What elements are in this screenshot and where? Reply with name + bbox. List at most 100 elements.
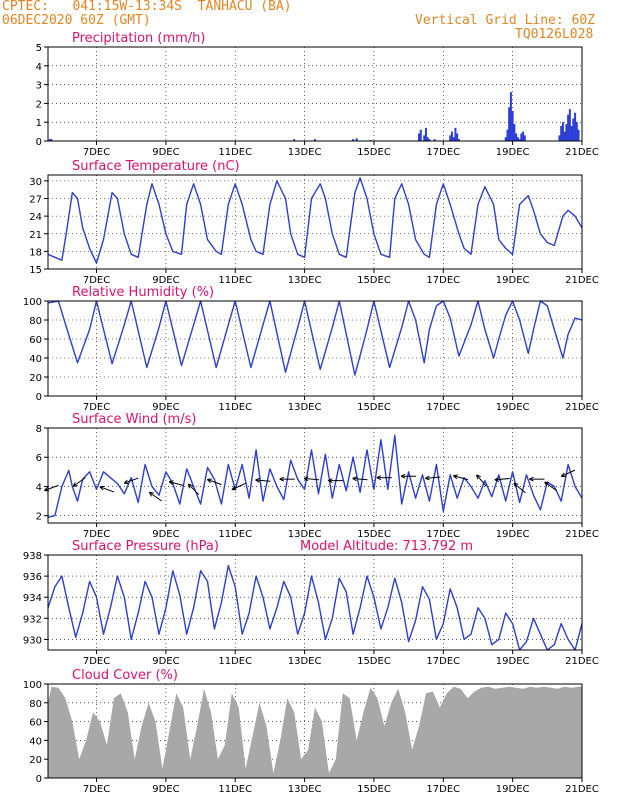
y-tick-label: 40 xyxy=(29,736,42,747)
wind-arrow-head xyxy=(188,483,193,487)
cloud-cover-area xyxy=(48,686,582,778)
precip-bar xyxy=(457,139,460,141)
rh-line xyxy=(47,300,583,376)
wind-arrow-head xyxy=(44,486,48,491)
x-tick-label: 7DEC xyxy=(83,656,110,667)
wind-arrow xyxy=(544,481,558,492)
wind-arrow xyxy=(231,482,246,491)
precip-bar xyxy=(560,125,563,141)
wind-title: Surface Wind (m/s) xyxy=(72,412,196,427)
x-tick-label: 13DEC xyxy=(288,529,322,540)
wind-arrow-head xyxy=(148,492,152,497)
y-tick-label: 24 xyxy=(29,212,42,223)
y-tick-label: 100 xyxy=(23,680,42,691)
wind-arrow-head xyxy=(303,478,309,482)
wind-arrow-head xyxy=(328,478,333,482)
y-tick-label: 4 xyxy=(36,62,42,73)
wind-arrow xyxy=(168,481,184,486)
x-tick-label: 19DEC xyxy=(496,275,530,286)
x-tick-label: 7DEC xyxy=(83,402,110,413)
x-tick-label: 11DEC xyxy=(218,275,252,286)
precip-bar xyxy=(516,137,519,141)
y-tick-label: 20 xyxy=(29,755,42,766)
x-tick-label: 15DEC xyxy=(357,529,391,540)
rh-title: Relative Humidity (%) xyxy=(72,285,214,300)
precip-bar xyxy=(508,107,511,141)
precip-bar xyxy=(558,135,561,141)
wind-arrow xyxy=(453,475,469,481)
precip-bar xyxy=(450,131,453,141)
x-tick-label: 11DEC xyxy=(218,656,252,667)
x-tick-label: 13DEC xyxy=(288,147,322,158)
precip-bar xyxy=(575,122,578,141)
temp-frame xyxy=(47,174,583,270)
wind-arrow-head xyxy=(123,479,128,484)
wind-arrow-head xyxy=(494,477,499,481)
x-tick-label: 19DEC xyxy=(496,784,530,795)
x-tick-label: 21DEC xyxy=(565,402,599,413)
precip-bar xyxy=(424,127,427,141)
y-tick-label: 938 xyxy=(23,551,42,562)
x-tick-label: 11DEC xyxy=(218,784,252,795)
wind-arrow-head xyxy=(231,485,236,490)
x-tick-label: 19DEC xyxy=(496,402,530,413)
wind-frame xyxy=(47,427,583,524)
precip-bar xyxy=(561,122,564,141)
x-tick-label: 21DEC xyxy=(565,147,599,158)
y-tick-label: 21 xyxy=(29,230,42,241)
precip-bar xyxy=(565,124,568,141)
x-tick-label: 17DEC xyxy=(426,147,460,158)
precip-panel xyxy=(44,46,583,145)
precip-bar xyxy=(426,137,429,141)
y-tick-label: 20 xyxy=(29,373,42,384)
precip-bar xyxy=(522,131,525,141)
y-tick-label: 0 xyxy=(36,774,42,785)
wind-arrow-head xyxy=(352,478,357,482)
x-tick-label: 17DEC xyxy=(426,275,460,286)
x-tick-label: 9DEC xyxy=(152,784,179,795)
precip-bar xyxy=(456,133,459,141)
precip-bar xyxy=(520,133,523,141)
precip-bar xyxy=(48,139,51,141)
y-tick-label: 15 xyxy=(29,265,42,276)
wind-line xyxy=(47,434,583,518)
x-tick-label: 11DEC xyxy=(218,402,252,413)
wind-arrow-head xyxy=(279,478,285,482)
x-tick-label: 21DEC xyxy=(565,656,599,667)
temp-line xyxy=(47,177,583,264)
precip-bar xyxy=(574,112,577,141)
y-tick-label: 60 xyxy=(29,718,42,729)
x-tick-label: 7DEC xyxy=(83,275,110,286)
precip-bar xyxy=(454,127,457,141)
wind-arrow xyxy=(494,478,510,481)
y-tick-label: 936 xyxy=(23,572,42,583)
wind-arrow-head xyxy=(425,477,430,481)
wind-arrow-head xyxy=(476,474,479,480)
x-tick-label: 21DEC xyxy=(565,529,599,540)
wind-arrow-head xyxy=(529,476,534,480)
wind-arrow xyxy=(149,491,162,502)
y-tick-label: 18 xyxy=(29,247,42,258)
x-tick-label: 9DEC xyxy=(152,402,179,413)
wind-arrow xyxy=(44,484,59,491)
precip-bar xyxy=(355,138,358,141)
wind-arrow-head xyxy=(376,475,382,479)
pressure-title: Surface Pressure (hPa) xyxy=(72,539,219,554)
wind-arrow xyxy=(72,477,86,487)
precip-bar xyxy=(506,129,509,141)
precip-bar xyxy=(563,131,566,141)
y-tick-label: 5 xyxy=(36,43,42,54)
wind-arrow-head xyxy=(207,479,211,484)
y-tick-label: 27 xyxy=(29,195,42,206)
wind-arrow-head xyxy=(544,481,548,487)
wind-arrow-head xyxy=(513,482,519,485)
x-tick-label: 9DEC xyxy=(152,656,179,667)
precip-bar xyxy=(50,139,53,141)
x-tick-label: 11DEC xyxy=(218,147,252,158)
wind-arrow-head xyxy=(99,486,104,491)
x-tick-label: 19DEC xyxy=(496,147,530,158)
pressure-panel xyxy=(44,554,583,654)
x-tick-label: 21DEC xyxy=(565,784,599,795)
